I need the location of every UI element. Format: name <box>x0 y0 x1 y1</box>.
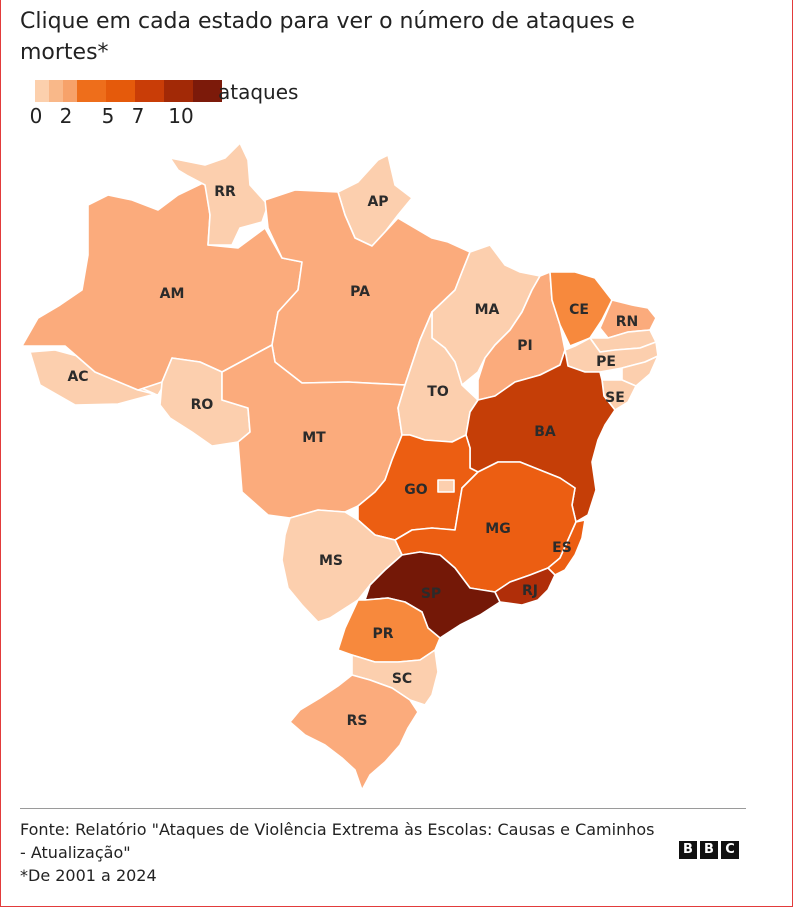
legend-label: ataques <box>218 80 299 104</box>
bbc-logo-block: C <box>721 841 739 859</box>
legend-tick: 5 <box>101 104 115 128</box>
footer-divider <box>20 808 746 809</box>
state-rr[interactable] <box>169 142 269 246</box>
state-sp[interactable] <box>364 551 501 639</box>
legend-tick: 7 <box>131 104 145 128</box>
legend: ataques 0 2 5 7 10 <box>30 80 335 130</box>
legend-tick: 0 <box>29 104 43 128</box>
legend-swatch-6 <box>135 80 164 102</box>
legend-swatch-2 <box>49 80 63 102</box>
state-rj[interactable] <box>494 567 556 606</box>
map-title: Clique em cada estado para ver o número … <box>20 9 635 65</box>
bbc-logo-block: B <box>700 841 718 859</box>
date-range-note: *De 2001 a 2024 <box>20 866 157 885</box>
legend-swatch-5 <box>106 80 135 102</box>
brazil-map: RR AP AM PA MA CE RN PI PE AC RO TO SE B… <box>0 130 793 800</box>
legend-color-scale <box>35 80 222 102</box>
legend-swatch-4 <box>77 80 106 102</box>
source-note: Fonte: Relatório "Ataques de Violência E… <box>20 820 655 862</box>
state-es[interactable] <box>547 519 586 576</box>
legend-swatch-1 <box>35 80 49 102</box>
state-rs[interactable] <box>289 674 419 791</box>
legend-swatch-8 <box>193 80 222 102</box>
legend-tick: 10 <box>168 104 194 128</box>
legend-tick: 2 <box>59 104 73 128</box>
footer: Fonte: Relatório "Ataques de Violência E… <box>20 818 660 887</box>
brazil-map-svg: RR AP AM PA MA CE RN PI PE AC RO TO SE B… <box>21 142 659 791</box>
legend-swatch-3 <box>63 80 77 102</box>
legend-swatch-7 <box>164 80 193 102</box>
state-ce[interactable] <box>549 271 613 347</box>
state-df[interactable] <box>437 479 455 493</box>
bbc-logo-block: B <box>679 841 697 859</box>
bbc-logo: B B C <box>679 841 739 859</box>
